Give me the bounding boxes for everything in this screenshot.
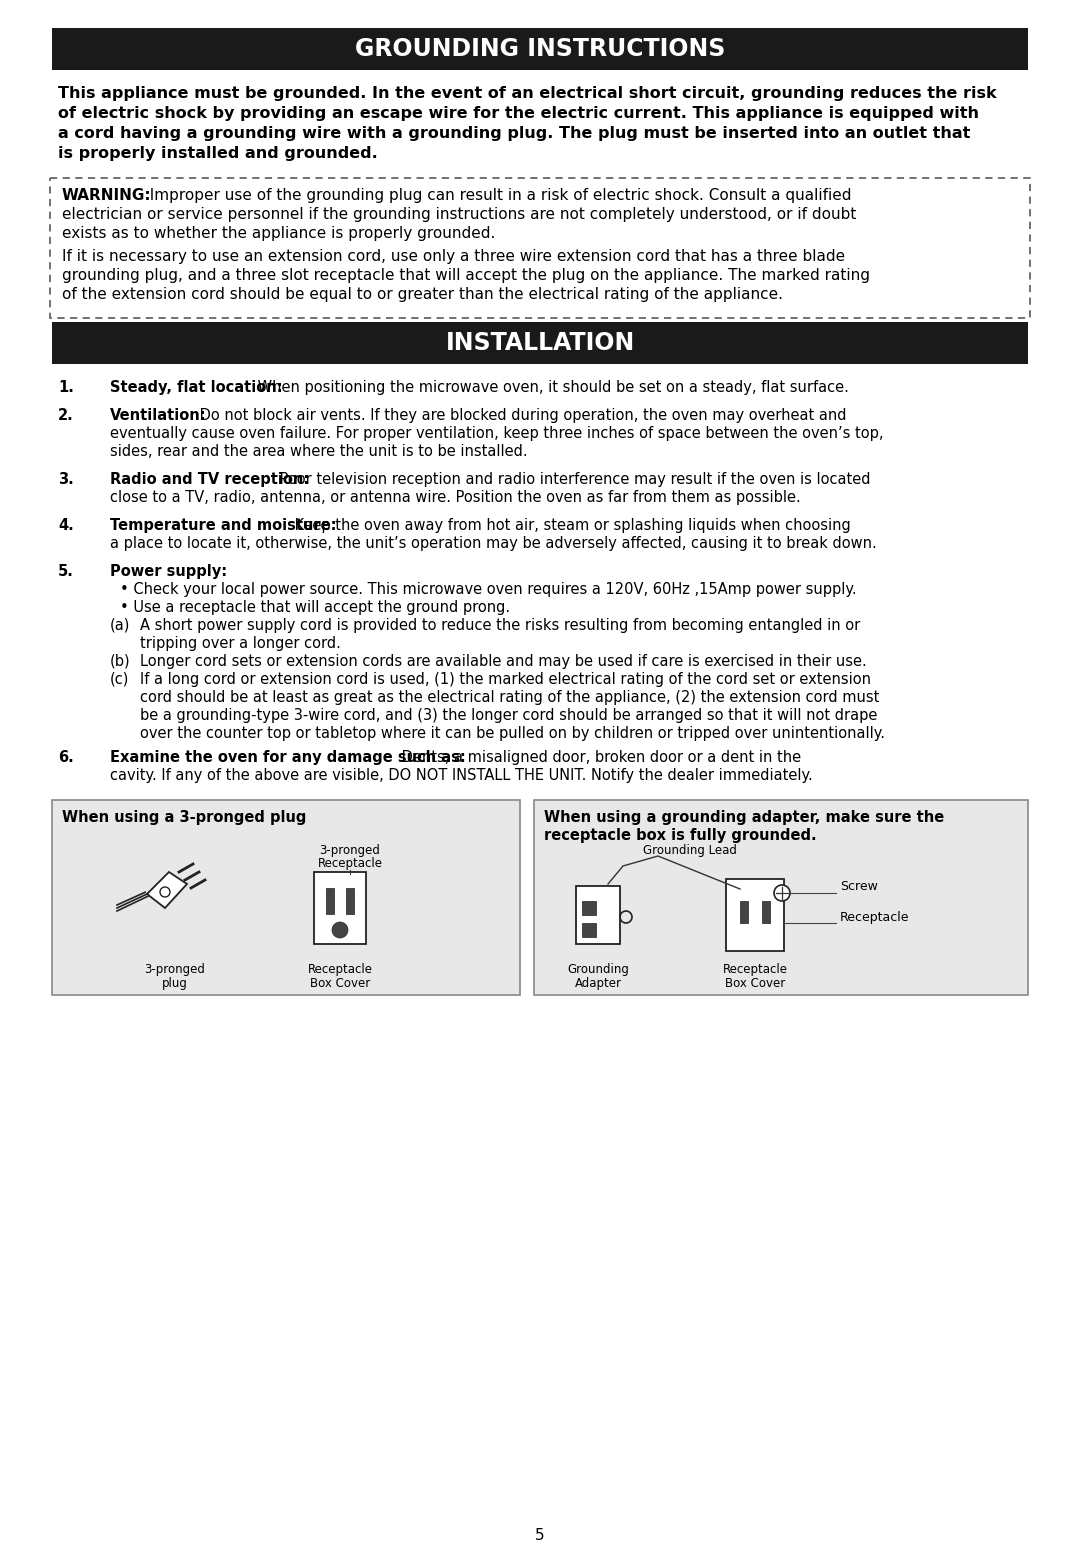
Text: When positioning the microwave oven, it should be set on a steady, flat surface.: When positioning the microwave oven, it … <box>253 380 849 395</box>
Text: of electric shock by providing an escape wire for the electric current. This app: of electric shock by providing an escape… <box>58 106 978 120</box>
Text: cord should be at least as great as the electrical rating of the appliance, (2) : cord should be at least as great as the … <box>140 689 879 705</box>
Text: sides, rear and the area where the unit is to be installed.: sides, rear and the area where the unit … <box>110 444 528 460</box>
Text: A short power supply cord is provided to reduce the risks resulting from becomin: A short power supply cord is provided to… <box>140 617 861 633</box>
Bar <box>726 878 784 950</box>
Bar <box>534 800 1028 996</box>
Text: Receptacle: Receptacle <box>723 963 787 975</box>
Text: Screw: Screw <box>840 880 878 894</box>
Text: (b): (b) <box>110 653 131 669</box>
Text: • Check your local power source. This microwave oven requires a 120V, 60Hz ,15Am: • Check your local power source. This mi… <box>120 581 856 597</box>
Bar <box>326 888 334 914</box>
Text: Improper use of the grounding plug can result in a risk of electric shock. Consu: Improper use of the grounding plug can r… <box>140 188 851 203</box>
Text: Receptacle: Receptacle <box>840 911 909 924</box>
Circle shape <box>774 885 789 900</box>
Text: When using a grounding adapter, make sure the: When using a grounding adapter, make sur… <box>544 810 944 825</box>
Text: • Use a receptacle that will accept the ground prong.: • Use a receptacle that will accept the … <box>120 600 510 614</box>
Text: 3-pronged: 3-pronged <box>320 844 380 857</box>
Bar <box>740 900 748 924</box>
Text: of the extension cord should be equal to or greater than the electrical rating o: of the extension cord should be equal to… <box>62 288 783 302</box>
Text: 6.: 6. <box>58 750 73 764</box>
Text: Temperature and moisture:: Temperature and moisture: <box>110 517 337 533</box>
Polygon shape <box>147 872 187 908</box>
Text: Box Cover: Box Cover <box>310 977 370 989</box>
Text: Ventilation:: Ventilation: <box>110 408 206 424</box>
Bar <box>346 888 354 914</box>
Text: cavity. If any of the above are visible, DO NOT INSTALL THE UNIT. Notify the dea: cavity. If any of the above are visible,… <box>110 767 813 783</box>
Text: Grounding: Grounding <box>567 963 629 975</box>
Text: a cord having a grounding wire with a grounding plug. The plug must be inserted : a cord having a grounding wire with a gr… <box>58 127 970 141</box>
Text: Radio and TV reception:: Radio and TV reception: <box>110 472 309 488</box>
Bar <box>582 900 596 914</box>
Text: Receptacle: Receptacle <box>308 963 373 975</box>
Text: eventually cause oven failure. For proper ventilation, keep three inches of spac: eventually cause oven failure. For prope… <box>110 427 883 441</box>
Text: Poor television reception and radio interference may result if the oven is locat: Poor television reception and radio inte… <box>275 472 870 488</box>
Text: Longer cord sets or extension cords are available and may be used if care is exe: Longer cord sets or extension cords are … <box>140 653 867 669</box>
Text: GROUNDING INSTRUCTIONS: GROUNDING INSTRUCTIONS <box>355 38 725 61</box>
Text: (a): (a) <box>110 617 131 633</box>
Text: Dents, a misaligned door, broken door or a dent in the: Dents, a misaligned door, broken door or… <box>397 750 801 764</box>
Text: INSTALLATION: INSTALLATION <box>445 331 635 355</box>
Text: exists as to whether the appliance is properly grounded.: exists as to whether the appliance is pr… <box>62 227 496 241</box>
Text: over the counter top or tabletop where it can be pulled on by children or trippe: over the counter top or tabletop where i… <box>140 725 885 741</box>
Text: Steady, flat location:: Steady, flat location: <box>110 380 283 395</box>
Text: Power supply:: Power supply: <box>110 564 227 578</box>
Text: receptacle box is fully grounded.: receptacle box is fully grounded. <box>544 828 816 842</box>
Bar <box>50 178 1030 317</box>
Text: tripping over a longer cord.: tripping over a longer cord. <box>140 636 341 652</box>
Text: 5: 5 <box>536 1527 544 1543</box>
Text: grounding plug, and a three slot receptacle that will accept the plug on the app: grounding plug, and a three slot recepta… <box>62 267 870 283</box>
Text: Keep the oven away from hot air, steam or splashing liquids when choosing: Keep the oven away from hot air, steam o… <box>291 517 851 533</box>
Text: If a long cord or extension cord is used, (1) the marked electrical rating of th: If a long cord or extension cord is used… <box>140 672 870 688</box>
Text: electrician or service personnel if the grounding instructions are not completel: electrician or service personnel if the … <box>62 206 856 222</box>
Text: 5.: 5. <box>58 564 73 578</box>
Text: WARNING:: WARNING: <box>62 188 151 203</box>
Bar <box>314 872 366 944</box>
Bar <box>576 886 620 944</box>
Bar <box>52 28 1028 70</box>
Text: a place to locate it, otherwise, the unit’s operation may be adversely affected,: a place to locate it, otherwise, the uni… <box>110 536 877 552</box>
Text: close to a TV, radio, antenna, or antenna wire. Position the oven as far from th: close to a TV, radio, antenna, or antenn… <box>110 489 800 505</box>
Text: 2.: 2. <box>58 408 73 424</box>
Text: is properly installed and grounded.: is properly installed and grounded. <box>58 145 378 161</box>
Bar <box>762 900 770 924</box>
Bar <box>52 322 1028 364</box>
Text: When using a 3-pronged plug: When using a 3-pronged plug <box>62 810 307 825</box>
Text: 3-pronged: 3-pronged <box>145 963 205 975</box>
Text: 4.: 4. <box>58 517 73 533</box>
Text: be a grounding-type 3-wire cord, and (3) the longer cord should be arranged so t: be a grounding-type 3-wire cord, and (3)… <box>140 708 877 724</box>
Text: Adapter: Adapter <box>575 977 621 989</box>
Text: plug: plug <box>162 977 188 989</box>
Text: 3.: 3. <box>58 472 73 488</box>
Circle shape <box>332 922 348 938</box>
Bar <box>582 924 596 936</box>
Text: Receptacle: Receptacle <box>318 857 382 871</box>
Text: Examine the oven for any damage such as:: Examine the oven for any damage such as: <box>110 750 465 764</box>
Text: Box Cover: Box Cover <box>725 977 785 989</box>
Text: This appliance must be grounded. In the event of an electrical short circuit, gr: This appliance must be grounded. In the … <box>58 86 997 102</box>
Text: Grounding Lead: Grounding Lead <box>643 844 737 857</box>
Text: If it is necessary to use an extension cord, use only a three wire extension cor: If it is necessary to use an extension c… <box>62 249 846 264</box>
Bar <box>52 800 519 996</box>
Text: (c): (c) <box>110 672 130 688</box>
Text: Do not block air vents. If they are blocked during operation, the oven may overh: Do not block air vents. If they are bloc… <box>195 408 847 424</box>
Text: 1.: 1. <box>58 380 73 395</box>
